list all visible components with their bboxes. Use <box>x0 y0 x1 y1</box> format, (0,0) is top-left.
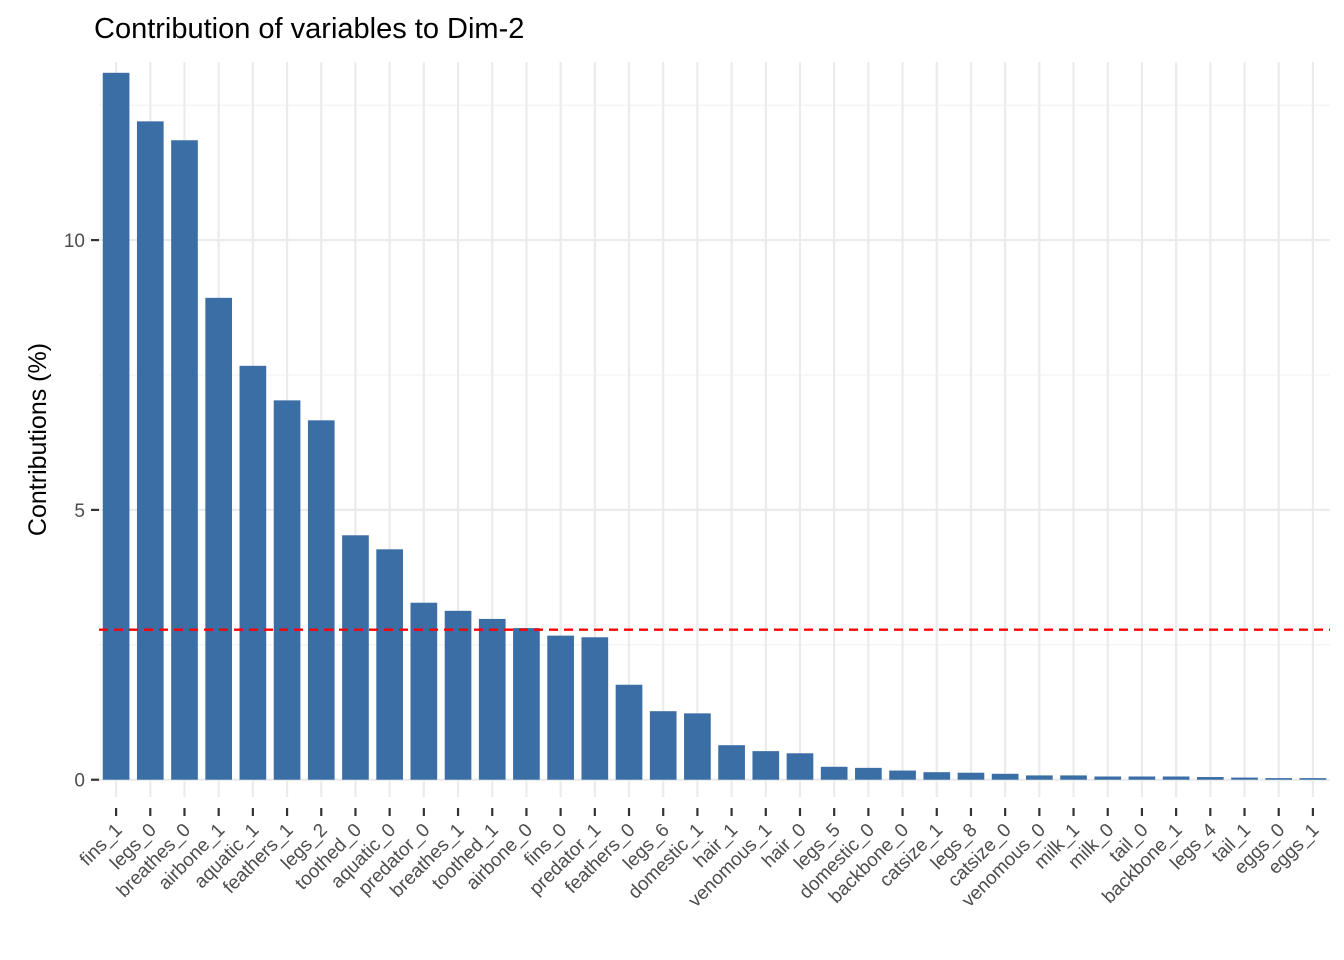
bar-airbone_0 <box>513 628 540 780</box>
bar-tail_1 <box>1231 777 1258 780</box>
minor-gridlines <box>99 104 1330 646</box>
bar-series <box>102 72 1327 780</box>
y-axis-label: Contributions (%) <box>24 343 52 536</box>
bar-legs_6 <box>649 711 677 780</box>
bar-predator_0 <box>410 602 438 780</box>
bar-venomous_1 <box>752 751 780 780</box>
y-tick-label: 0 <box>74 771 85 792</box>
bar-eggs_1 <box>1299 778 1327 780</box>
bar-tail_0 <box>1128 776 1156 780</box>
bar-aquatic_1 <box>239 365 267 780</box>
bar-feathers_0 <box>615 684 643 780</box>
chart-title: Contribution of variables to Dim-2 <box>94 13 524 45</box>
bar-breathes_1 <box>444 610 472 780</box>
bar-eggs_0 <box>1265 778 1293 780</box>
bar-aquatic_0 <box>376 549 403 780</box>
y-tick-label: 5 <box>74 501 85 522</box>
bar-legs_5 <box>820 766 848 780</box>
bar-feathers_1 <box>273 400 301 780</box>
bar-catsize_0 <box>991 773 1019 780</box>
bar-legs_8 <box>957 772 985 780</box>
bar-fins_0 <box>547 635 574 780</box>
bar-legs_0 <box>136 121 164 780</box>
bar-breathes_0 <box>171 140 198 780</box>
bar-domestic_0 <box>855 767 882 780</box>
bar-milk_1 <box>1060 775 1087 780</box>
bar-catsize_1 <box>923 772 951 780</box>
y-tick-label: 10 <box>64 231 85 252</box>
bar-legs_2 <box>307 420 335 780</box>
bar-backbone_1 <box>1162 776 1190 780</box>
bar-hair_1 <box>718 745 745 780</box>
bar-domestic_1 <box>684 713 711 780</box>
bar-predator_1 <box>581 637 609 780</box>
bar-toothed_0 <box>342 535 369 780</box>
bar-backbone_0 <box>889 770 916 780</box>
y-axis: 0 5 10 <box>64 231 99 792</box>
bar-milk_0 <box>1094 776 1122 780</box>
bar-legs_4 <box>1196 777 1224 780</box>
bar-toothed_1 <box>478 618 506 780</box>
bar-airbone_1 <box>205 297 233 780</box>
bar-venomous_0 <box>1026 775 1053 780</box>
bar-hair_0 <box>786 753 814 780</box>
x-axis: fins_1legs_0breathes_0airbone_1aquatic_1… <box>76 808 1323 911</box>
bar-fins_1 <box>102 72 130 780</box>
